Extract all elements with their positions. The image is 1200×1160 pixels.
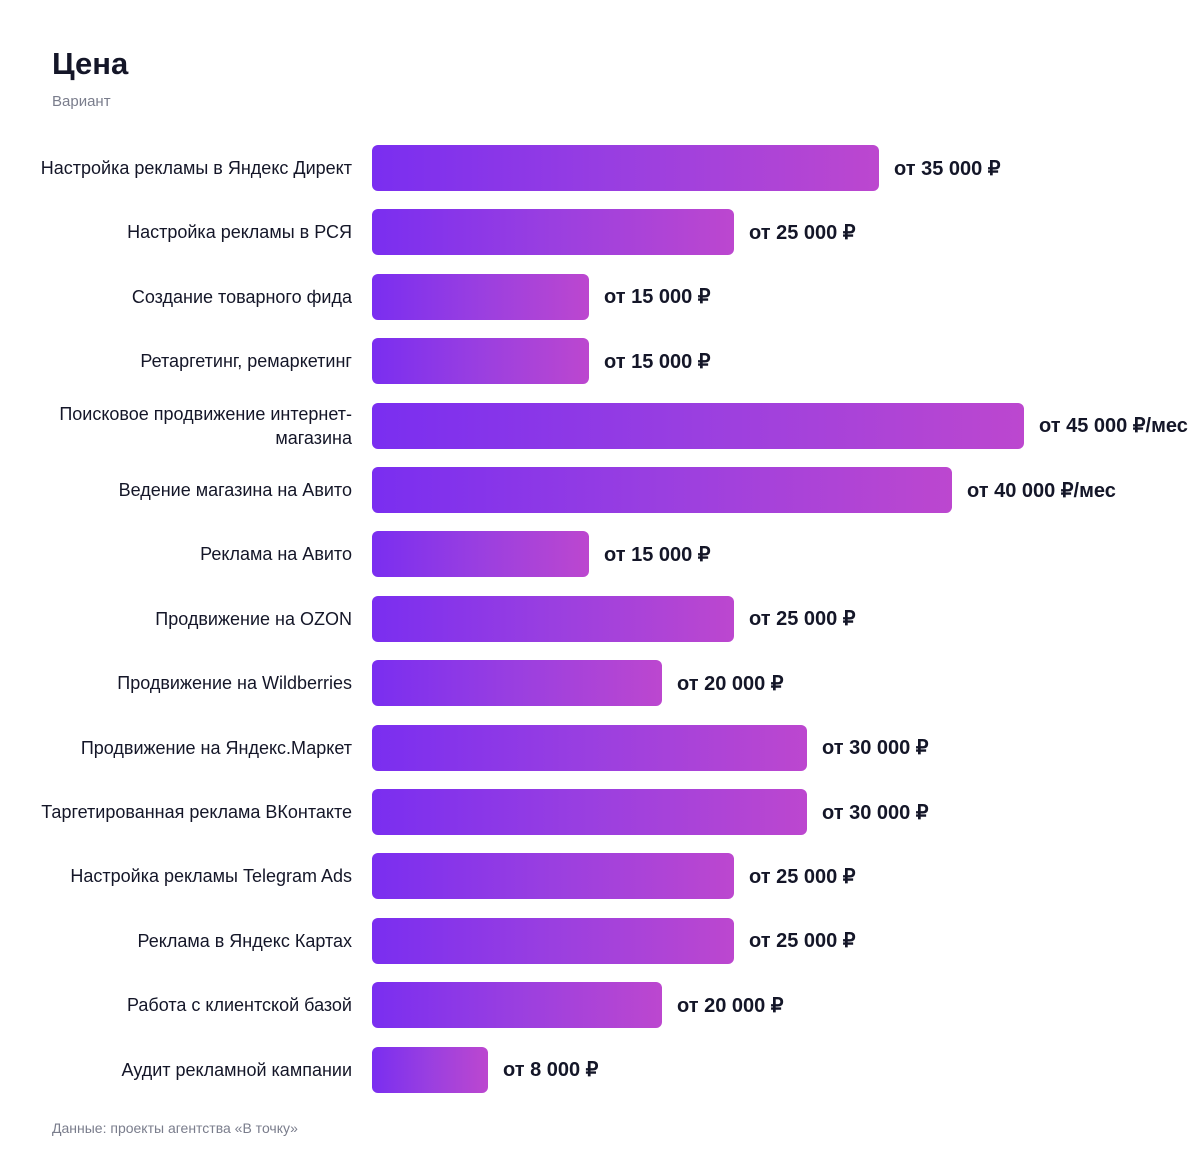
category-label: Реклама в Яндекс Картах — [137, 930, 352, 951]
bar-row: Ретаргетинг, ремаркетинг от 15 000 ₽ — [0, 338, 1200, 385]
data-label: от 25 000 ₽ — [749, 221, 856, 244]
data-label: от 25 000 ₽ — [749, 930, 856, 953]
chart-source: Данные: проекты агентства «В точку» — [52, 1120, 298, 1136]
category-label: Ретаргетинг, ремаркетинг — [140, 351, 352, 372]
category-label: Создание товарного фида — [131, 286, 352, 307]
bar-row: Реклама в Яндекс Картах от 25 000 ₽ — [0, 917, 1200, 964]
bar — [372, 660, 662, 707]
category-label: Аудит рекламной кампании — [121, 1059, 352, 1080]
bar-row: Настройка рекламы Telegram Ads от 25 000 … — [0, 853, 1200, 900]
data-label: от 15 000 ₽ — [604, 543, 711, 566]
bar — [372, 917, 734, 964]
data-label: от 8 000 ₽ — [503, 1059, 599, 1082]
category-label: Продвижение на OZON — [155, 608, 352, 629]
bar — [372, 789, 807, 835]
data-label: от 35 000 ₽ — [894, 157, 1001, 180]
data-label: от 25 000 ₽ — [749, 865, 856, 888]
category-label: Настройка рекламы в Яндекс Директ — [40, 158, 352, 178]
bar-row: Настройка рекламы в РСЯ от 25 000 ₽ — [0, 209, 1200, 256]
bar-row: Продвижение на OZON от 25 000 ₽ — [0, 595, 1200, 642]
bar — [372, 402, 1024, 449]
data-label: от 20 000 ₽ — [677, 672, 784, 695]
bar — [372, 982, 662, 1029]
bar — [372, 1046, 488, 1093]
category-label: Реклама на Авито — [200, 544, 352, 565]
category-label: Поисковое продвижение интернет-магазина — [59, 403, 352, 448]
category-label: Ведение магазина на Авито — [118, 480, 352, 500]
bar — [372, 145, 879, 191]
bar-row: Аудит рекламной кампании от 8 000 ₽ — [0, 1046, 1200, 1093]
category-label: Работа с клиентской базой — [127, 995, 352, 1016]
bar — [372, 595, 734, 642]
data-label: от 30 000 ₽ — [822, 801, 929, 824]
category-label: Продвижение на Wildberries — [117, 673, 352, 694]
data-label: от 15 000 ₽ — [604, 350, 711, 373]
data-label: от 20 000 ₽ — [677, 994, 784, 1017]
bar — [372, 338, 589, 385]
bar-row: Продвижение на Яндекс.Маркет от 30 000 ₽ — [0, 724, 1200, 771]
bar — [372, 467, 952, 513]
bar — [372, 724, 807, 771]
bar-row: Работа с клиентской базой от 20 000 ₽ — [0, 982, 1200, 1029]
data-label: от 30 000 ₽ — [822, 737, 929, 760]
bar-row: Настройка рекламы в Яндекс Директ от 35 0… — [0, 145, 1200, 191]
bar-row: Ведение магазина на Авито от 40 000 ₽/мес — [0, 467, 1200, 513]
category-label: Продвижение на Яндекс.Маркет — [80, 737, 352, 758]
data-label: от 45 000 ₽/мес — [1039, 415, 1188, 438]
bar — [372, 531, 589, 578]
bar-row: Создание товарного фида от 15 000 ₽ — [0, 273, 1200, 320]
data-label: от 15 000 ₽ — [604, 286, 711, 309]
data-label: от 40 000 ₽/мес — [967, 479, 1116, 502]
category-label: Таргетированная реклама ВКонтакте — [41, 802, 352, 822]
category-label: Настройка рекламы в РСЯ — [127, 222, 352, 243]
bar-row: Поисковое продвижение интернет-магазина о… — [0, 402, 1200, 449]
chart-subtitle: Вариант — [52, 93, 111, 110]
category-label: Настройка рекламы Telegram Ads — [70, 866, 352, 887]
bar — [372, 273, 589, 320]
chart-title: Цена — [52, 46, 129, 81]
bar — [372, 853, 734, 900]
bar-row: Реклама на Авито от 15 000 ₽ — [0, 531, 1200, 578]
bar — [372, 209, 734, 256]
bar-row: Продвижение на Wildberries от 20 000 ₽ — [0, 660, 1200, 707]
bar-row: Таргетированная реклама ВКонтакте от 30 0… — [0, 789, 1200, 835]
data-label: от 25 000 ₽ — [749, 608, 856, 631]
